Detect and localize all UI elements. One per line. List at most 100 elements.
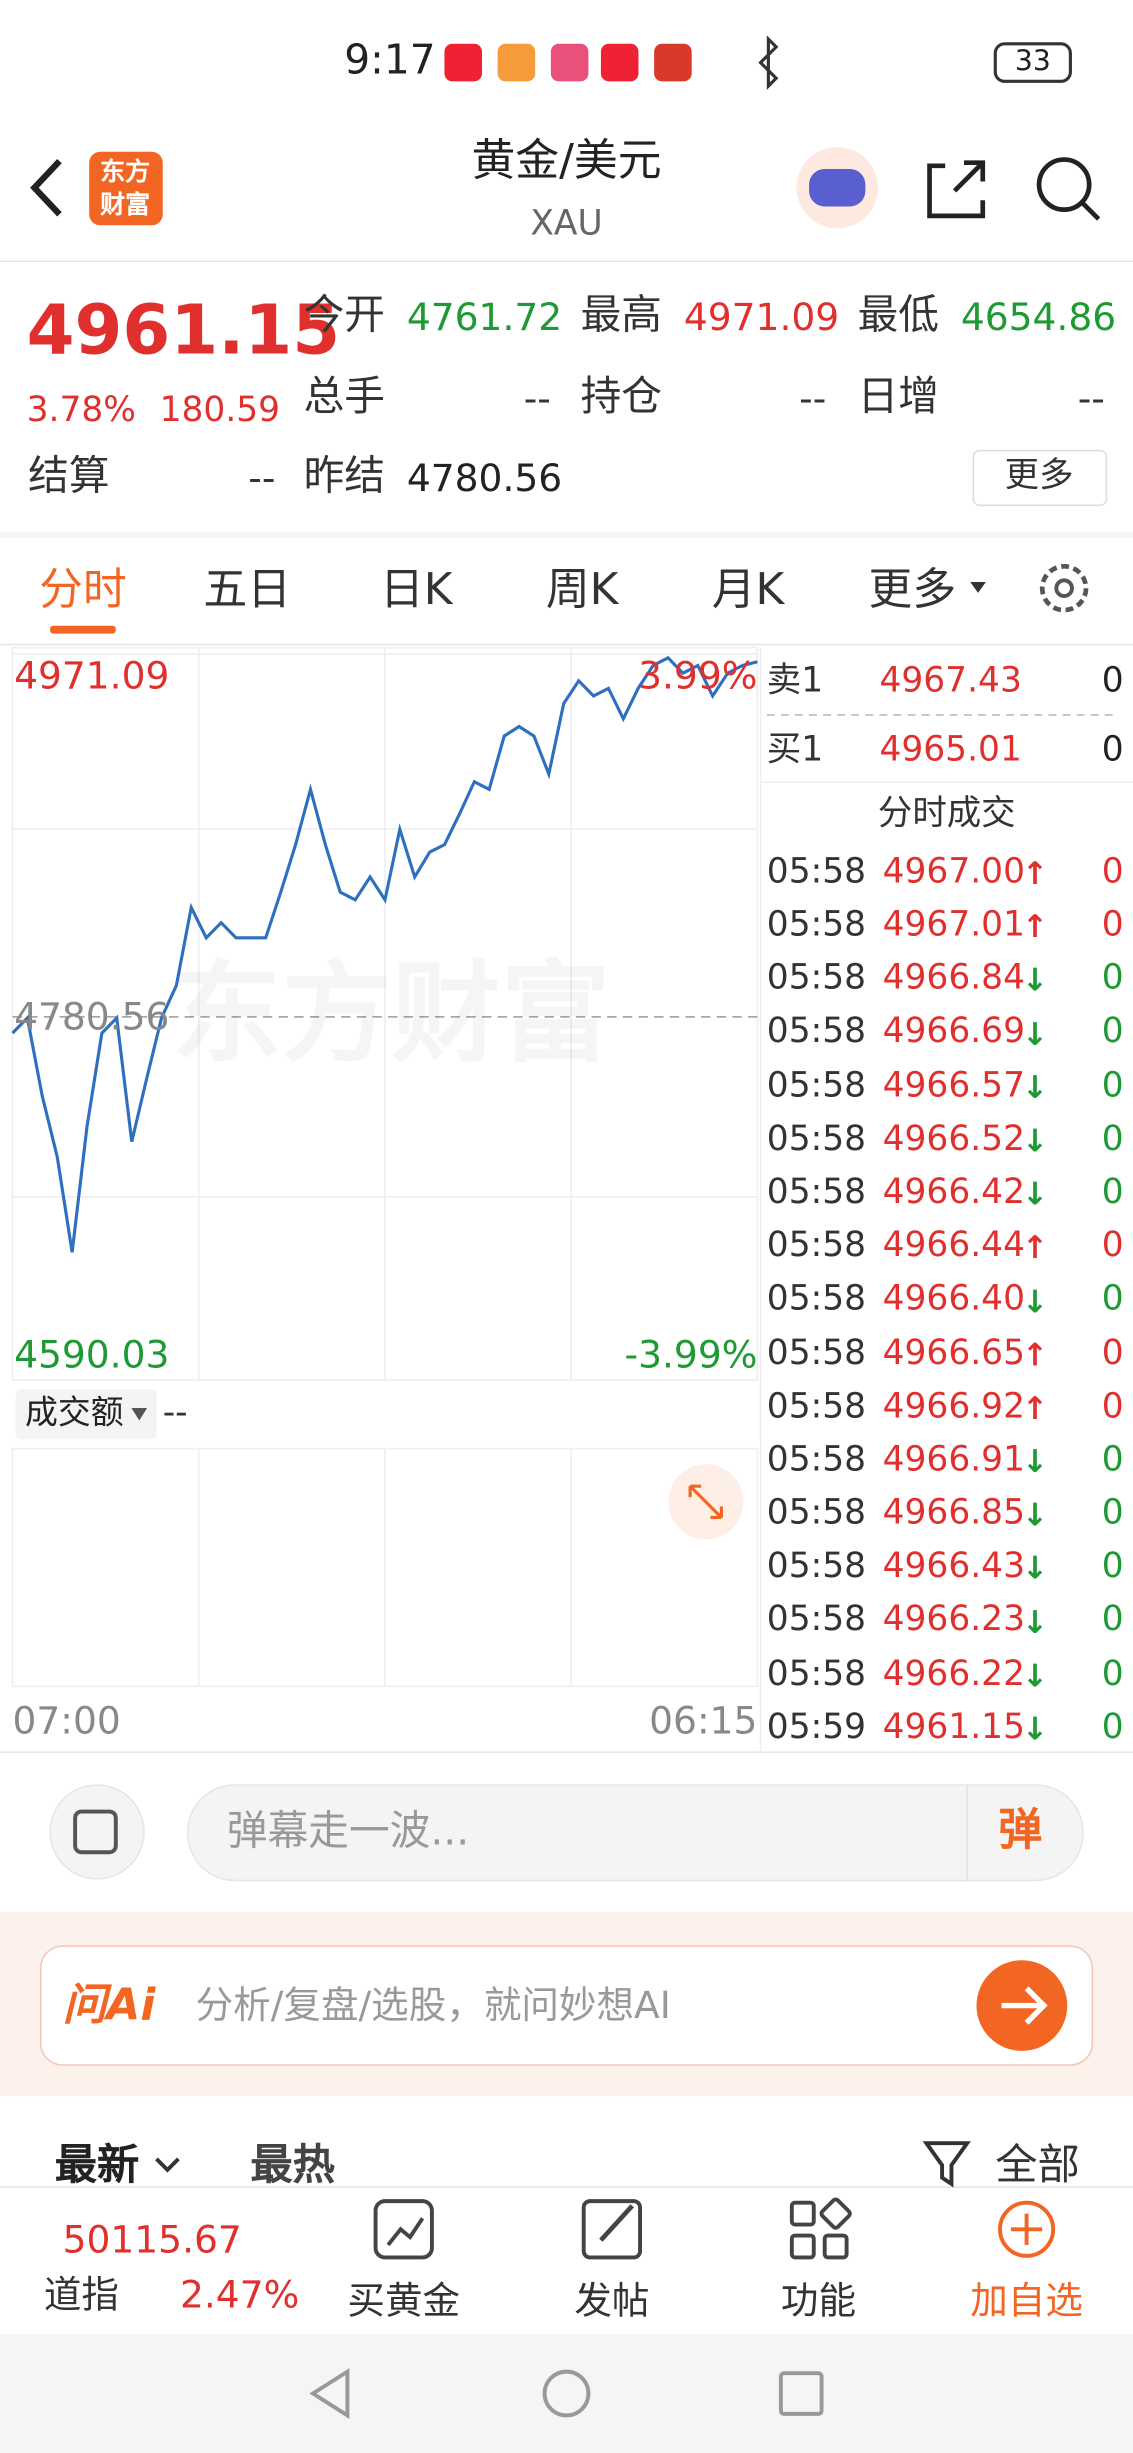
tab[interactable]: 五日 [203, 563, 292, 616]
search-icon [1081, 201, 1101, 221]
trade-arrow: ↑ [1021, 1389, 1049, 1427]
comment-list-button[interactable] [49, 1784, 145, 1880]
comment-placeholder[interactable]: 弹幕走一波... [226, 1809, 470, 1856]
trade-volume: 0 [1101, 1708, 1124, 1748]
trade-price: 4966.44 [882, 1226, 1025, 1266]
nav-recent[interactable] [778, 2371, 824, 2416]
search-icon[interactable] [1036, 157, 1092, 212]
expand-icon [688, 1484, 723, 1520]
volume-selector[interactable] [15, 1389, 157, 1440]
trade-price: 4967.01 [882, 905, 1025, 945]
more-button-label[interactable]: 更多 [1004, 456, 1074, 496]
field-label: 结算 [28, 454, 110, 502]
trade-price: 4966.85 [882, 1494, 1025, 1534]
trade-arrow: ↓ [1021, 1656, 1049, 1695]
trade-price: 4966.52 [882, 1119, 1025, 1159]
trade-price: 4966.65 [882, 1333, 1025, 1373]
field-label: 持仓 [580, 374, 662, 422]
nav-home[interactable] [542, 2369, 591, 2418]
comment-list-icon [73, 1809, 118, 1855]
tab[interactable]: 更多 [868, 563, 957, 616]
battery-icon [993, 42, 1072, 83]
back-icon[interactable] [30, 158, 62, 217]
trade-volume: 0 [1101, 959, 1124, 999]
nav-item[interactable]: 发帖 [574, 2278, 650, 2323]
nav-item[interactable]: 功能 [780, 2278, 857, 2323]
more-button[interactable] [972, 449, 1108, 507]
tab[interactable]: 周K [545, 563, 619, 616]
settings-icon[interactable] [1039, 563, 1089, 613]
trade-price: 4966.57 [882, 1066, 1025, 1106]
trade-time: 05:58 [766, 1494, 867, 1534]
trade-volume: 0 [1101, 1119, 1124, 1159]
trade-volume: 0 [1101, 1173, 1124, 1213]
share-icon[interactable] [927, 160, 986, 219]
buy-gold-icon[interactable] [373, 2199, 434, 2260]
trade-price: 4966.84 [882, 959, 1025, 999]
separator [0, 531, 1133, 539]
trade-time: 05:58 [766, 1173, 867, 1213]
pct-label: -3.99% [624, 1332, 758, 1377]
nav-item[interactable]: 加自选 [970, 2278, 1083, 2323]
post-icon[interactable] [581, 2199, 643, 2260]
ai-placeholder[interactable]: 分析/复盘/选股，就问妙想AI [195, 1983, 671, 2027]
logo-text: 财富 [100, 189, 151, 220]
trade-arrow: ↓ [1021, 1282, 1049, 1320]
price-line [11, 655, 758, 1253]
trade-time: 05:58 [766, 1654, 867, 1694]
book-label: 卖1 [766, 661, 824, 701]
nav-back[interactable] [309, 2368, 350, 2419]
trade-time: 05:58 [766, 1333, 867, 1373]
notification-icons [444, 43, 692, 82]
trade-volume: 0 [1101, 1066, 1124, 1106]
field-value: 4971.09 [683, 295, 840, 339]
trade-price: 4966.43 [882, 1547, 1025, 1587]
trade-volume: 0 [1101, 1601, 1124, 1641]
arrow-icon [1001, 1986, 1048, 2025]
book-volume: 0 [1101, 730, 1124, 770]
comment-input[interactable] [187, 1784, 1084, 1882]
last-price: 4961.15 [26, 290, 341, 371]
tab[interactable]: 日K [379, 563, 453, 616]
trade-volume: 0 [1101, 852, 1124, 892]
x-tick-label: 07:00 [12, 1698, 121, 1743]
trade-time: 05:58 [766, 1012, 867, 1052]
feed-tab[interactable]: 最热 [250, 2141, 335, 2190]
buy-gold-icon [386, 2217, 425, 2247]
tab-underline [50, 625, 116, 634]
danmaku-button[interactable]: 弹 [998, 1804, 1043, 1856]
book-price: 4965.01 [879, 730, 1022, 770]
feed-tab[interactable]: 最新 [54, 2141, 140, 2190]
battery-level: 33 [1014, 45, 1051, 79]
dropdown-icon [131, 1407, 148, 1421]
trade-volume: 0 [1101, 1012, 1124, 1052]
filter-label[interactable]: 全部 [995, 2141, 1080, 2190]
trade-time: 05:58 [766, 1547, 867, 1587]
trade-arrow: ↑ [1021, 1228, 1049, 1267]
index-value[interactable]: 50115.67 [62, 2217, 242, 2262]
field-value: 4780.56 [406, 456, 563, 500]
field-label: 总手 [303, 374, 385, 422]
field-value: -- [799, 376, 827, 421]
field-value: 4654.86 [960, 295, 1117, 339]
field-value: 4761.72 [406, 295, 563, 339]
trade-time: 05:58 [766, 1440, 867, 1480]
trade-time: 05:58 [766, 905, 867, 945]
filter-icon[interactable] [922, 2141, 971, 2188]
tab[interactable]: 分时 [39, 563, 127, 616]
volume-value: -- [162, 1393, 188, 1433]
trade-arrow: ↓ [1021, 1549, 1049, 1588]
ai-input[interactable] [39, 1945, 1094, 2066]
volume-selector-label[interactable]: 成交额 [25, 1394, 124, 1433]
field-label: 今开 [303, 293, 385, 341]
logo-text: 东方 [100, 157, 151, 187]
add-watchlist-icon[interactable] [998, 2200, 1056, 2258]
tab[interactable]: 月K [711, 563, 785, 616]
field-value: -- [1077, 376, 1105, 421]
dropdown-icon[interactable] [155, 2157, 180, 2173]
nav-item[interactable]: 买黄金 [347, 2278, 461, 2323]
function-icon[interactable] [789, 2197, 852, 2260]
trade-time: 05:58 [766, 1387, 867, 1427]
